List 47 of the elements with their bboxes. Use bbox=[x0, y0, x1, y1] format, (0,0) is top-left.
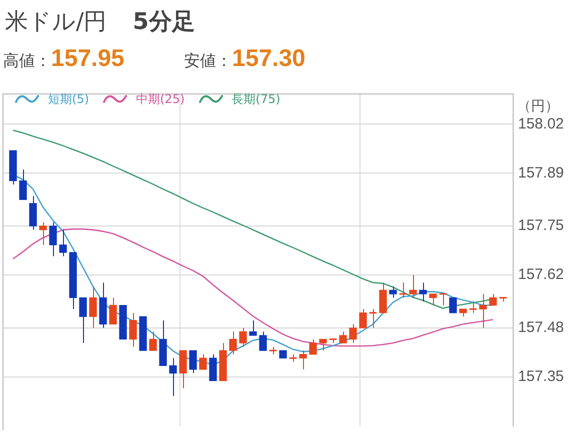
candlestick bbox=[379, 282, 387, 314]
candlestick bbox=[39, 222, 47, 246]
candlestick bbox=[359, 308, 367, 328]
y-tick-label: 157.62 bbox=[518, 266, 564, 284]
candlestick bbox=[109, 297, 117, 325]
candlestick bbox=[429, 293, 437, 306]
candlestick bbox=[59, 229, 67, 257]
candlestick bbox=[19, 168, 27, 200]
candlestick bbox=[319, 338, 327, 352]
chart-subtitle: 5分足 bbox=[132, 8, 195, 37]
candlestick bbox=[489, 293, 497, 306]
legend-label: 長期(75) bbox=[232, 90, 280, 108]
candlestick bbox=[389, 286, 397, 298]
candlestick bbox=[229, 331, 237, 355]
text: 高値：157.95 bbox=[3, 45, 124, 73]
candlestick bbox=[339, 331, 347, 344]
candlestick bbox=[179, 350, 187, 389]
candlestick bbox=[259, 331, 267, 352]
text: 安値：157.30 bbox=[184, 45, 306, 73]
candlestick bbox=[419, 282, 427, 302]
candlestick bbox=[199, 354, 207, 370]
candlestick bbox=[169, 358, 177, 396]
legend-label: 中期(25) bbox=[136, 90, 185, 108]
candlestick bbox=[209, 354, 217, 382]
y-tick-label: 158.02 bbox=[518, 115, 564, 132]
candlestick bbox=[129, 312, 137, 348]
y-tick-label: 157.75 bbox=[518, 217, 564, 234]
candlestick bbox=[349, 324, 357, 344]
y-tick-label: 157.35 bbox=[518, 368, 564, 386]
candlestick bbox=[79, 297, 87, 344]
candlestick bbox=[49, 222, 57, 257]
candlestick bbox=[309, 338, 317, 355]
candlestick bbox=[239, 327, 247, 348]
y-tick-label: 157.89 bbox=[518, 164, 564, 182]
candlestick bbox=[479, 293, 487, 328]
candlestick bbox=[449, 297, 457, 314]
y-tick-label: 157.48 bbox=[518, 319, 564, 336]
y-axis-title: （円） bbox=[517, 98, 559, 115]
candlestick bbox=[409, 274, 417, 298]
candlestick bbox=[189, 350, 197, 374]
candlestick bbox=[29, 195, 37, 230]
candlestick bbox=[149, 331, 157, 352]
chart-title: 米ドル/円 bbox=[5, 8, 107, 37]
candlestick bbox=[89, 286, 97, 328]
legend-label: 短期(5) bbox=[48, 90, 89, 108]
candlestick bbox=[249, 320, 257, 336]
candlestick bbox=[299, 350, 307, 370]
